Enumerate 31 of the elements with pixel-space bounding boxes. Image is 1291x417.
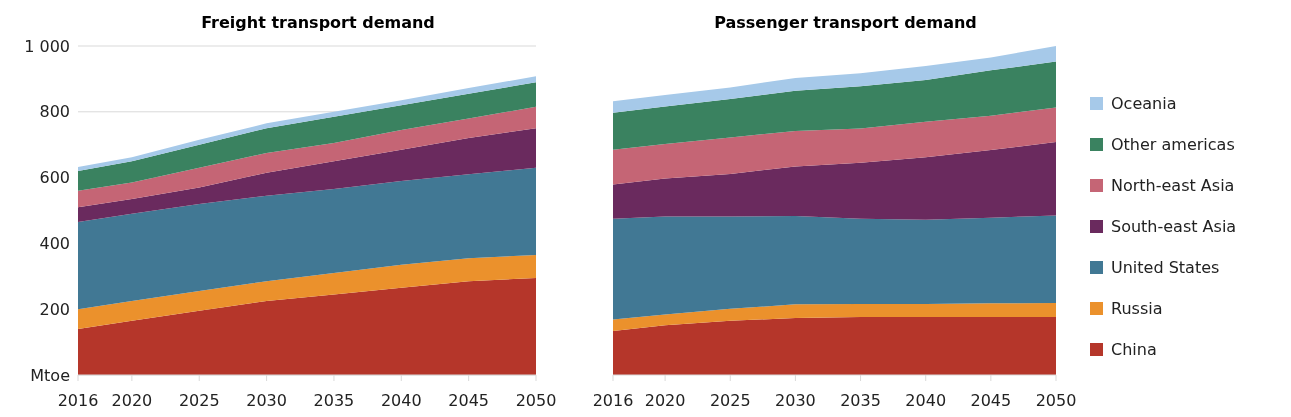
x-tick-label: 2035 bbox=[313, 391, 355, 411]
chart-title: Freight transport demand bbox=[200, 12, 436, 34]
x-tick-label: 2016 bbox=[57, 391, 99, 411]
x-tick-label: 2045 bbox=[448, 391, 490, 411]
x-tick-label: 2020 bbox=[111, 391, 153, 411]
y-tick-label: 800 bbox=[39, 102, 70, 122]
legend-label: North-east Asia bbox=[1111, 176, 1235, 195]
y-tick-label: 400 bbox=[39, 234, 70, 254]
x-tick-label: 2050 bbox=[1035, 391, 1077, 411]
x-tick-label: 2035 bbox=[840, 391, 881, 411]
x-tick-label: 2045 bbox=[970, 391, 1012, 411]
y-tick-label: 600 bbox=[39, 168, 70, 188]
y-tick-label: 1 000 bbox=[24, 36, 70, 56]
chart-title: Passenger transport demand bbox=[713, 12, 978, 34]
legend-label: Other americas bbox=[1111, 135, 1235, 154]
legend-label: Russia bbox=[1111, 299, 1163, 318]
x-tick-label: 2050 bbox=[515, 391, 557, 411]
x-tick-label: 2030 bbox=[775, 391, 816, 411]
x-tick-label: 2016 bbox=[592, 391, 634, 411]
y-tick-label: Mtoe bbox=[30, 365, 70, 385]
x-tick-label: 2020 bbox=[644, 391, 686, 411]
x-tick-label: 2030 bbox=[246, 391, 287, 411]
x-tick-label: 2025 bbox=[178, 391, 220, 411]
legend-label: United States bbox=[1111, 258, 1220, 277]
legend-label: China bbox=[1111, 340, 1157, 359]
x-tick-label: 2040 bbox=[905, 391, 947, 411]
x-tick-label: 2025 bbox=[709, 391, 751, 411]
legend-label: Oceania bbox=[1111, 94, 1177, 113]
x-tick-label: 2040 bbox=[380, 391, 422, 411]
legend-label: South-east Asia bbox=[1111, 217, 1237, 236]
y-tick-label: 200 bbox=[39, 299, 70, 319]
